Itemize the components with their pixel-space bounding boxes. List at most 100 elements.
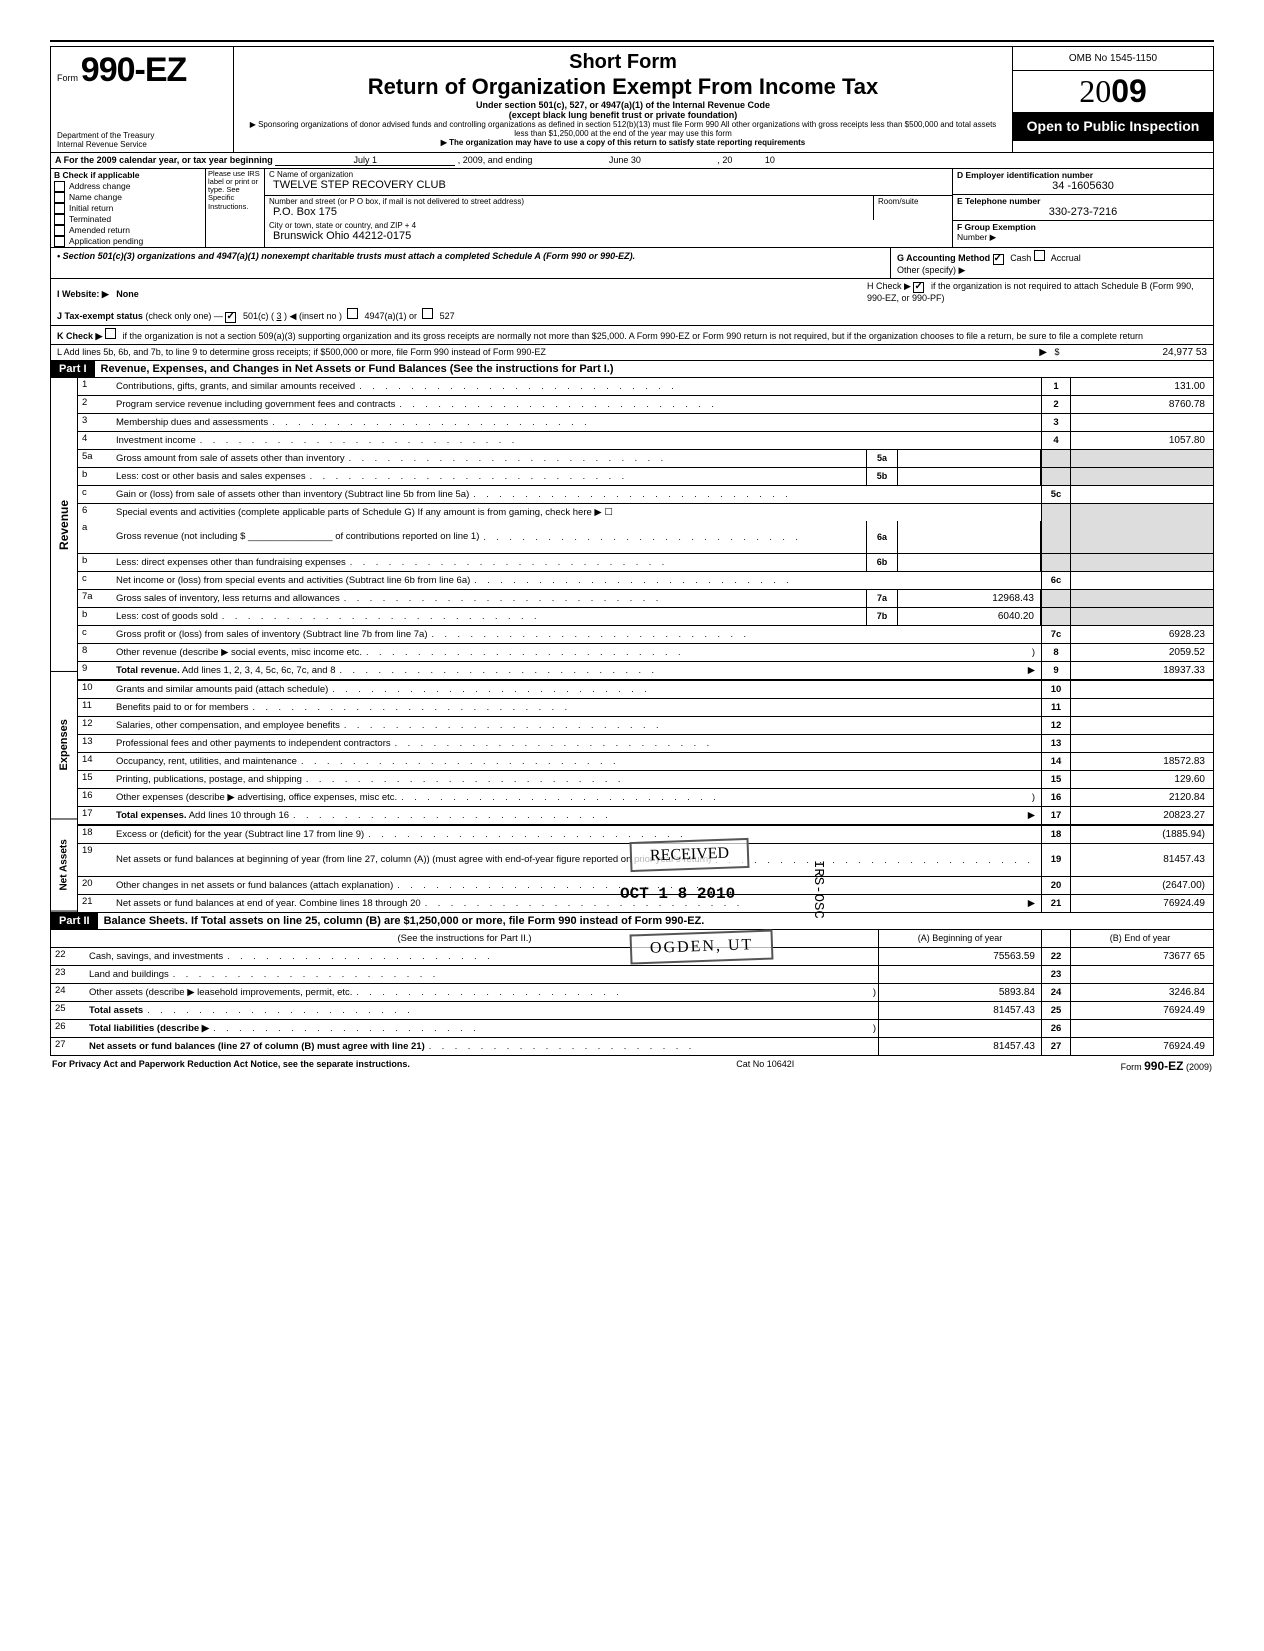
k-text: if the organization is not a section 509…	[122, 331, 1143, 341]
result-val[interactable]	[1070, 608, 1213, 625]
result-val[interactable]	[1070, 735, 1213, 752]
sub-val[interactable]	[898, 554, 1041, 571]
city-value[interactable]: Brunswick Ohio 44212-0175	[269, 230, 948, 242]
ein-value[interactable]: 34 -1605630	[957, 180, 1209, 192]
row-ij-left: I Website: ▶ None J Tax-exempt status (c…	[51, 279, 861, 325]
phone-cell: E Telephone number 330-273-7216	[953, 195, 1213, 221]
chk-initial-return[interactable]: Initial return	[51, 203, 205, 214]
result-val[interactable]	[1070, 572, 1213, 589]
result-val[interactable]: 2120.84	[1070, 789, 1213, 806]
chk-accrual[interactable]	[1034, 250, 1045, 261]
bs-col-a[interactable]: 75563.59	[878, 948, 1041, 965]
j-label: J Tax-exempt status	[57, 311, 143, 321]
bs-col-b[interactable]: 3246.84	[1070, 984, 1213, 1001]
bs-col-b[interactable]: 76924.49	[1070, 1038, 1213, 1055]
result-num: 2	[1041, 396, 1070, 413]
end-date[interactable]: June 30	[535, 155, 715, 165]
line-num: 12	[78, 717, 114, 734]
chk-501c[interactable]	[225, 312, 236, 323]
result-val[interactable]	[1070, 717, 1213, 734]
result-val[interactable]	[1070, 486, 1213, 503]
bs-col-b[interactable]	[1070, 1020, 1213, 1037]
result-val[interactable]: 129.60	[1070, 771, 1213, 788]
bs-col-a[interactable]	[878, 966, 1041, 983]
other-specify: Other (specify) ▶	[897, 265, 1207, 276]
line-15: 15Printing, publications, postage, and s…	[78, 771, 1213, 789]
bs-col-a[interactable]	[878, 1020, 1041, 1037]
chk-4947[interactable]	[347, 308, 358, 319]
sub-val[interactable]: 6040.20	[898, 608, 1041, 625]
begin-date[interactable]: July 1	[275, 155, 455, 166]
result-num: 5c	[1041, 486, 1070, 503]
result-val[interactable]	[1070, 504, 1213, 521]
sub-val[interactable]	[898, 521, 1041, 553]
org-name[interactable]: TWELVE STEP RECOVERY CLUB	[269, 179, 948, 191]
tax-year: 2009	[1013, 71, 1213, 112]
sub-val[interactable]: 12968.43	[898, 590, 1041, 607]
bs-col-b[interactable]	[1070, 966, 1213, 983]
bs-num: 25	[51, 1002, 87, 1019]
line-num: a	[78, 521, 114, 553]
result-val[interactable]: 18937.33	[1070, 662, 1213, 679]
bs-col-b[interactable]: 73677 65	[1070, 948, 1213, 965]
j-cend: ) ◀ (insert no )	[284, 311, 342, 321]
result-num: 7c	[1041, 626, 1070, 643]
result-val[interactable]: 1057.80	[1070, 432, 1213, 449]
chk-k[interactable]	[105, 328, 116, 339]
result-val[interactable]	[1070, 554, 1213, 571]
result-val[interactable]: 81457.43	[1070, 844, 1213, 876]
line-7a: 7aGross sales of inventory, less returns…	[78, 590, 1213, 608]
result-val[interactable]	[1070, 681, 1213, 698]
l-value[interactable]: 24,977 53	[1067, 347, 1207, 358]
result-val[interactable]: 8760.78	[1070, 396, 1213, 413]
chk-cash[interactable]	[993, 254, 1004, 265]
bs-num: 27	[51, 1038, 87, 1055]
short-form-label: Short Form	[242, 51, 1004, 74]
chk-amended[interactable]: Amended return	[51, 225, 205, 236]
result-val[interactable]: 20823.27	[1070, 807, 1213, 824]
result-num	[1041, 608, 1070, 625]
result-val[interactable]	[1070, 699, 1213, 716]
end-year[interactable]: 10	[735, 155, 775, 165]
chk-h[interactable]	[913, 282, 924, 293]
bs-col-a[interactable]: 81457.43	[878, 1038, 1041, 1055]
sub-val[interactable]	[898, 468, 1041, 485]
bs-col-a[interactable]: 5893.84	[878, 984, 1041, 1001]
chk-terminated[interactable]: Terminated	[51, 214, 205, 225]
result-val[interactable]	[1070, 521, 1213, 553]
sub-num: 6a	[866, 521, 898, 553]
block-bcdef: B Check if applicable Address change Nam…	[50, 169, 1214, 248]
result-val[interactable]	[1070, 468, 1213, 485]
result-val[interactable]	[1070, 414, 1213, 431]
result-val[interactable]: 6928.23	[1070, 626, 1213, 643]
result-val[interactable]	[1070, 450, 1213, 467]
line-desc: Investment income. . . . . . . . . . . .…	[114, 432, 1041, 449]
line-desc: Contributions, gifts, grants, and simila…	[114, 378, 1041, 395]
section-b: B Check if applicable Address change Nam…	[51, 169, 206, 247]
sub-val[interactable]	[898, 450, 1041, 467]
street-value[interactable]: P.O. Box 175	[269, 206, 869, 218]
bs-col-b[interactable]: 76924.49	[1070, 1002, 1213, 1019]
vtab-expenses: Expenses	[51, 672, 77, 819]
result-val[interactable]: (2647.00)	[1070, 877, 1213, 894]
result-val[interactable]: 18572.83	[1070, 753, 1213, 770]
result-val[interactable]: (1885.94)	[1070, 826, 1213, 843]
bs-col-a[interactable]: 81457.43	[878, 1002, 1041, 1019]
chk-address-change[interactable]: Address change	[51, 181, 205, 192]
result-val[interactable]: 76924.49	[1070, 895, 1213, 912]
line-num: 7a	[78, 590, 114, 607]
website-value[interactable]: None	[116, 289, 139, 299]
phone-value[interactable]: 330-273-7216	[957, 206, 1209, 218]
j-insert-no[interactable]: 3	[277, 311, 282, 321]
chk-name-change[interactable]: Name change	[51, 192, 205, 203]
result-val[interactable]	[1070, 590, 1213, 607]
result-num	[1041, 468, 1070, 485]
d-label: D Employer identification number	[957, 170, 1209, 180]
result-val[interactable]: 131.00	[1070, 378, 1213, 395]
chk-pending[interactable]: Application pending	[51, 236, 205, 247]
form-header: Form 990-EZ Department of the Treasury I…	[50, 46, 1214, 153]
line-desc: Other changes in net assets or fund bala…	[114, 877, 1041, 894]
line-num: 4	[78, 432, 114, 449]
result-val[interactable]: 2059.52	[1070, 644, 1213, 661]
chk-527[interactable]	[422, 308, 433, 319]
